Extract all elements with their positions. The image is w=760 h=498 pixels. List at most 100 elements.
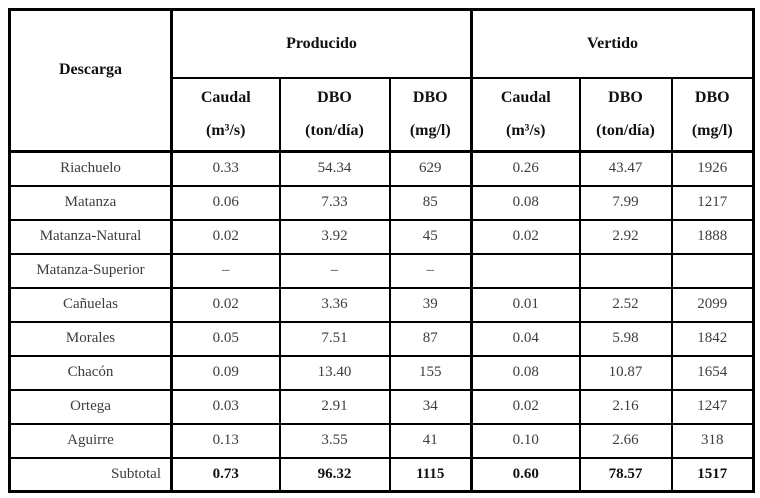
subheader-title: Caudal	[500, 89, 551, 107]
cell-vertido-dbo-mg: 1247	[670, 388, 755, 425]
table-row-matanza-superior: Matanza-Superior – – –	[8, 252, 755, 289]
row-label: Morales	[8, 320, 173, 357]
cell-producido-caudal: 0.02	[170, 218, 281, 255]
cell-vertido-dbo-mg	[670, 252, 755, 289]
group-header-row: Descarga Producido Vertido	[8, 8, 755, 153]
cell-producido-caudal: 0.05	[170, 320, 281, 357]
col-header-descarga: Descarga	[8, 8, 173, 153]
subtotal-producido-caudal: 0.73	[170, 456, 281, 493]
subheader-title: DBO	[317, 89, 352, 107]
cell-vertido-dbo-ton: 43.47	[578, 150, 673, 187]
cell-vertido-dbo-ton: 2.16	[578, 388, 673, 425]
table-row-matanza: Matanza 0.06 7.33 85 0.08 7.99 1217	[8, 184, 755, 221]
table-row-canuelas: Cañuelas 0.02 3.36 39 0.01 2.52 2099	[8, 286, 755, 323]
group-header-producido: Producido	[170, 8, 473, 79]
cell-producido-caudal: 0.13	[170, 422, 281, 459]
cell-producido-caudal: 0.33	[170, 150, 281, 187]
cell-vertido-caudal: 0.10	[470, 422, 581, 459]
subheader-vertido-caudal: Caudal (m³/s)	[470, 76, 581, 153]
table-row-aguirre: Aguirre 0.13 3.55 41 0.10 2.66 318	[8, 422, 755, 459]
table-row-chacon: Chacón 0.09 13.40 155 0.08 10.87 1654	[8, 354, 755, 391]
row-label: Chacón	[8, 354, 173, 391]
cell-vertido-caudal: 0.08	[470, 354, 581, 391]
cell-producido-dbo-mg: 41	[388, 422, 473, 459]
cell-vertido-caudal: 0.26	[470, 150, 581, 187]
subheader-title: DBO	[608, 89, 643, 107]
subtotal-vertido-dbo-mg: 1517	[670, 456, 755, 493]
cell-vertido-dbo-ton	[578, 252, 673, 289]
discharge-table: Descarga Producido Vertido Caudal (m³/s)…	[8, 8, 756, 493]
subtotal-vertido-dbo-ton: 78.57	[578, 456, 673, 493]
cell-producido-dbo-mg: 155	[388, 354, 473, 391]
cell-vertido-dbo-mg: 1926	[670, 150, 755, 187]
subheader-vertido-dbo-mg: DBO (mg/l)	[670, 76, 755, 153]
subheader-title: DBO	[694, 89, 730, 107]
cell-vertido-dbo-ton: 7.99	[578, 184, 673, 221]
cell-producido-dbo-ton: 7.51	[278, 320, 391, 357]
cell-vertido-dbo-mg: 1654	[670, 354, 755, 391]
subheader-producido-dbo-ton: DBO (ton/día)	[278, 76, 391, 153]
cell-producido-dbo-mg: –	[388, 252, 473, 289]
cell-vertido-caudal	[470, 252, 581, 289]
cell-vertido-dbo-ton: 2.92	[578, 218, 673, 255]
table-row-morales: Morales 0.05 7.51 87 0.04 5.98 1842	[8, 320, 755, 357]
cell-vertido-dbo-mg: 1842	[670, 320, 755, 357]
subheader-row: Caudal (m³/s) DBO (ton/día) DBO (mg/l) C…	[10, 76, 755, 153]
cell-producido-dbo-ton: 54.34	[278, 150, 391, 187]
cell-vertido-dbo-ton: 2.66	[578, 422, 673, 459]
subheader-unit: (mg/l)	[691, 122, 733, 140]
cell-producido-caudal: 0.09	[170, 354, 281, 391]
cell-producido-caudal: 0.06	[170, 184, 281, 221]
table-row-riachuelo: Riachuelo 0.33 54.34 629 0.26 43.47 1926	[8, 150, 755, 187]
table-row-subtotal: Subtotal 0.73 96.32 1115 0.60 78.57 1517	[8, 456, 755, 493]
cell-vertido-dbo-ton: 2.52	[578, 286, 673, 323]
subtotal-label: Subtotal	[8, 456, 173, 493]
subheader-producido-caudal: Caudal (m³/s)	[170, 76, 281, 153]
cell-producido-dbo-ton: 3.92	[278, 218, 391, 255]
cell-producido-dbo-ton: 7.33	[278, 184, 391, 221]
row-label: Cañuelas	[8, 286, 173, 323]
cell-producido-dbo-mg: 34	[388, 388, 473, 425]
subheader-title: DBO	[412, 89, 448, 107]
cell-producido-caudal: 0.02	[170, 286, 281, 323]
subheader-unit: (ton/día)	[305, 122, 364, 140]
cell-producido-dbo-mg: 87	[388, 320, 473, 357]
cell-producido-dbo-ton: –	[278, 252, 391, 289]
cell-vertido-dbo-mg: 318	[670, 422, 755, 459]
subheader-unit: (m³/s)	[506, 122, 546, 140]
cell-vertido-caudal: 0.01	[470, 286, 581, 323]
cell-vertido-dbo-ton: 10.87	[578, 354, 673, 391]
subheader-vertido-dbo-ton: DBO (ton/día)	[578, 76, 673, 153]
subheader-unit: (mg/l)	[409, 122, 451, 140]
cell-vertido-caudal: 0.02	[470, 218, 581, 255]
cell-producido-dbo-mg: 85	[388, 184, 473, 221]
cell-vertido-caudal: 0.04	[470, 320, 581, 357]
cell-producido-caudal: –	[170, 252, 281, 289]
cell-vertido-dbo-mg: 1217	[670, 184, 755, 221]
row-label: Aguirre	[8, 422, 173, 459]
row-label: Matanza-Superior	[8, 252, 173, 289]
cell-producido-dbo-ton: 2.91	[278, 388, 391, 425]
cell-producido-dbo-mg: 39	[388, 286, 473, 323]
cell-producido-caudal: 0.03	[170, 388, 281, 425]
cell-vertido-caudal: 0.02	[470, 388, 581, 425]
cell-vertido-dbo-mg: 2099	[670, 286, 755, 323]
cell-vertido-dbo-ton: 5.98	[578, 320, 673, 357]
subtotal-producido-dbo-ton: 96.32	[278, 456, 391, 493]
cell-producido-dbo-ton: 3.55	[278, 422, 391, 459]
subtotal-vertido-caudal: 0.60	[470, 456, 581, 493]
row-label: Matanza	[8, 184, 173, 221]
row-label: Ortega	[8, 388, 173, 425]
cell-producido-dbo-ton: 3.36	[278, 286, 391, 323]
cell-vertido-dbo-mg: 1888	[670, 218, 755, 255]
subheader-unit: (ton/día)	[596, 122, 655, 140]
subheader-producido-dbo-mg: DBO (mg/l)	[388, 76, 473, 153]
row-label: Matanza-Natural	[8, 218, 173, 255]
subtotal-producido-dbo-mg: 1115	[388, 456, 473, 493]
cell-producido-dbo-mg: 45	[388, 218, 473, 255]
table-row-ortega: Ortega 0.03 2.91 34 0.02 2.16 1247	[8, 388, 755, 425]
row-label: Riachuelo	[8, 150, 173, 187]
cell-producido-dbo-ton: 13.40	[278, 354, 391, 391]
subheader-unit: (m³/s)	[206, 122, 246, 140]
